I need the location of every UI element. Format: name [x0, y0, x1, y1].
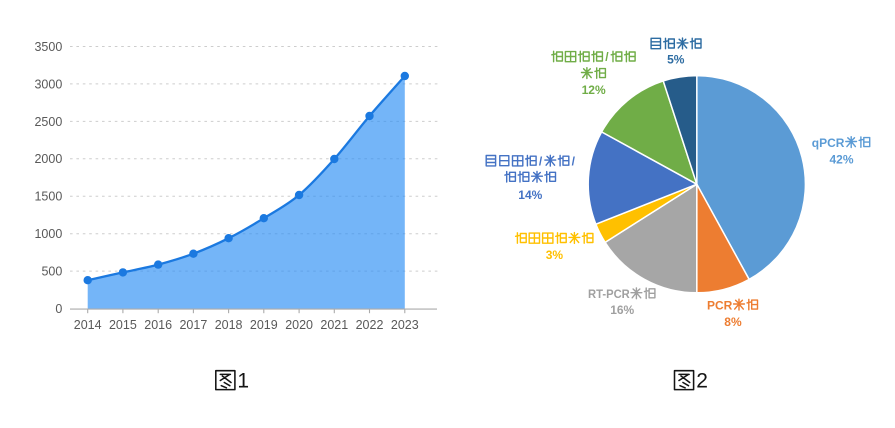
- svg-text:2020: 2020: [285, 318, 313, 332]
- svg-text:2500: 2500: [34, 115, 62, 129]
- svg-text:2017: 2017: [179, 318, 207, 332]
- svg-text:3500: 3500: [34, 40, 62, 54]
- svg-text:2: 2: [696, 369, 708, 392]
- svg-text:1500: 1500: [34, 190, 62, 204]
- svg-text:2016: 2016: [144, 318, 172, 332]
- svg-text:2014: 2014: [74, 318, 102, 332]
- svg-text:2021: 2021: [320, 318, 348, 332]
- svg-text:1: 1: [237, 369, 249, 392]
- svg-text:2022: 2022: [356, 318, 384, 332]
- svg-text:1000: 1000: [34, 227, 62, 241]
- svg-text:5%: 5%: [667, 53, 685, 67]
- svg-text:14%: 14%: [518, 188, 542, 202]
- svg-text:2000: 2000: [34, 152, 62, 166]
- svg-text:3000: 3000: [34, 77, 62, 91]
- svg-text:PCR: PCR: [707, 298, 733, 312]
- svg-text:qPCR: qPCR: [812, 136, 845, 150]
- svg-text:RT-PCR: RT-PCR: [588, 287, 630, 301]
- svg-text:/: /: [539, 154, 543, 168]
- svg-text:2015: 2015: [109, 318, 137, 332]
- svg-text:0: 0: [55, 302, 62, 316]
- svg-text:42%: 42%: [830, 152, 854, 166]
- svg-text:2023: 2023: [391, 318, 419, 332]
- svg-text:3%: 3%: [546, 248, 564, 262]
- svg-text:500: 500: [41, 265, 62, 279]
- svg-text:8%: 8%: [724, 315, 742, 329]
- svg-text:12%: 12%: [582, 83, 606, 97]
- svg-text:2018: 2018: [215, 318, 243, 332]
- svg-text:2019: 2019: [250, 318, 278, 332]
- svg-text:/: /: [572, 154, 576, 168]
- svg-text:16%: 16%: [610, 303, 634, 317]
- svg-text:/: /: [605, 50, 609, 64]
